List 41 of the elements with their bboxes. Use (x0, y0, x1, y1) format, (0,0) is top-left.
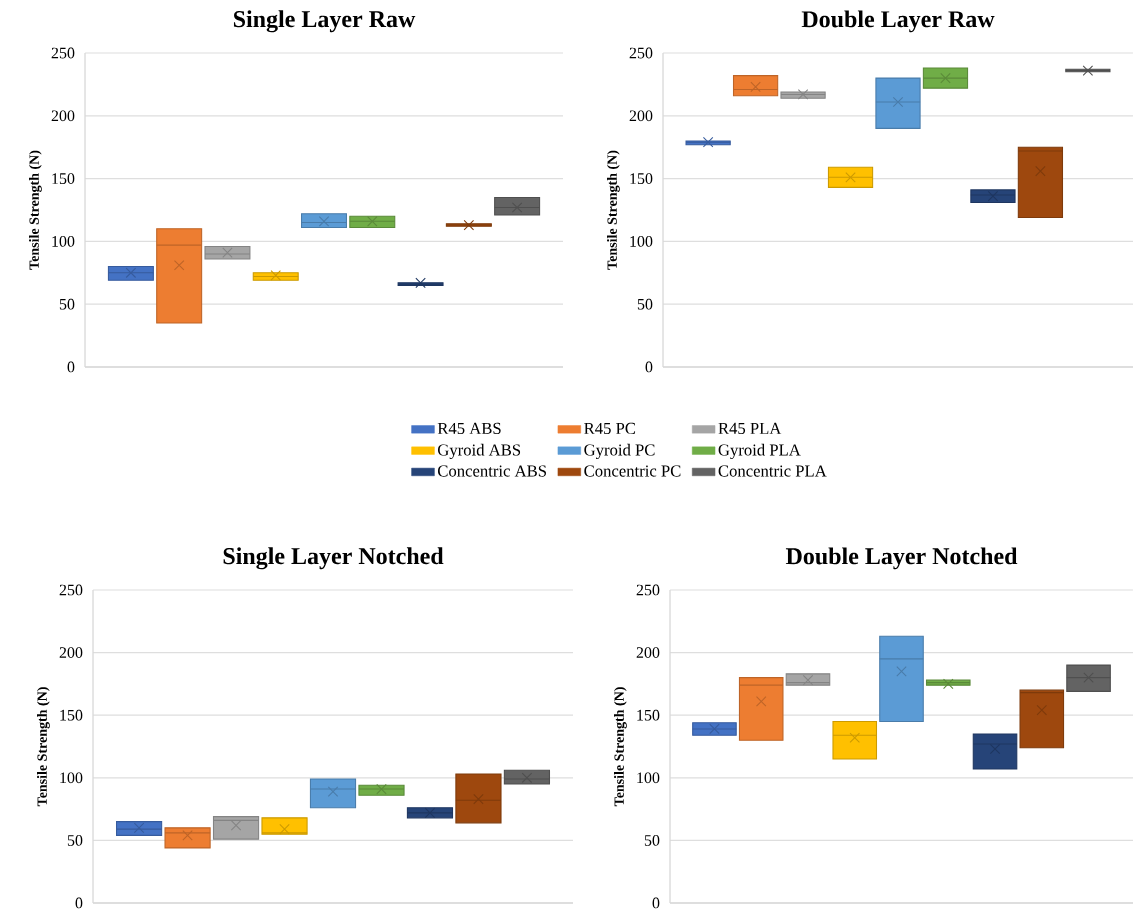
y-tick-label: 100 (52, 235, 75, 247)
y-tick-label: 50 (59, 298, 75, 310)
y-tick-label: 200 (51, 110, 75, 122)
y-tick-label: 250 (51, 47, 75, 59)
y-tick-label: 0 (652, 897, 660, 909)
legend-label: R45 PLA (718, 422, 782, 435)
y-tick-label: 250 (629, 47, 653, 59)
y-tick-label: 200 (629, 110, 653, 122)
y-tick-label: 150 (637, 709, 660, 721)
y-tick-label: 200 (59, 647, 83, 658)
y-axis-title: Tensile Strength (N) (607, 150, 620, 270)
legend-label: Gyroid ABS (438, 443, 521, 460)
y-tick-label: 150 (52, 173, 75, 184)
legend-label: Gyroid PLA (718, 443, 801, 460)
y-tick-label: 50 (644, 834, 660, 846)
y-tick-label: 50 (67, 834, 83, 846)
legend-label: Concentric PC (584, 465, 681, 477)
y-axis-title: Tensile Strength (N) (614, 687, 627, 807)
legend-label: R45 ABS (437, 422, 501, 435)
y-tick-label: 0 (75, 897, 83, 909)
chart-title: Double Layer Raw (801, 10, 995, 33)
y-tick-label: 100 (60, 772, 83, 784)
y-tick-label: 150 (630, 173, 653, 184)
chart-title: Double Layer Notched (785, 547, 1018, 570)
y-tick-label: 100 (637, 772, 660, 784)
y-tick-label: 250 (636, 584, 660, 596)
legend-label: Concentric ABS (438, 465, 546, 477)
y-tick-label: 150 (60, 709, 83, 721)
y-axis-title: Tensile Strength (N) (29, 150, 42, 270)
y-tick-label: 0 (645, 361, 653, 373)
y-tick-label: 250 (59, 584, 83, 596)
y-tick-label: 200 (636, 647, 660, 658)
y-tick-label: 0 (67, 361, 75, 373)
legend-label: Gyroid PC (584, 443, 655, 460)
y-tick-label: 100 (630, 235, 653, 247)
y-axis-title: Tensile Strength (N) (37, 687, 50, 807)
legend-label: R45 PC (584, 422, 636, 435)
legend-label: Concentric PLA (718, 465, 827, 477)
chart-title: Single Layer Notched (223, 547, 444, 570)
y-tick-label: 50 (637, 298, 653, 310)
chart-title: Single Layer Raw (233, 10, 416, 33)
